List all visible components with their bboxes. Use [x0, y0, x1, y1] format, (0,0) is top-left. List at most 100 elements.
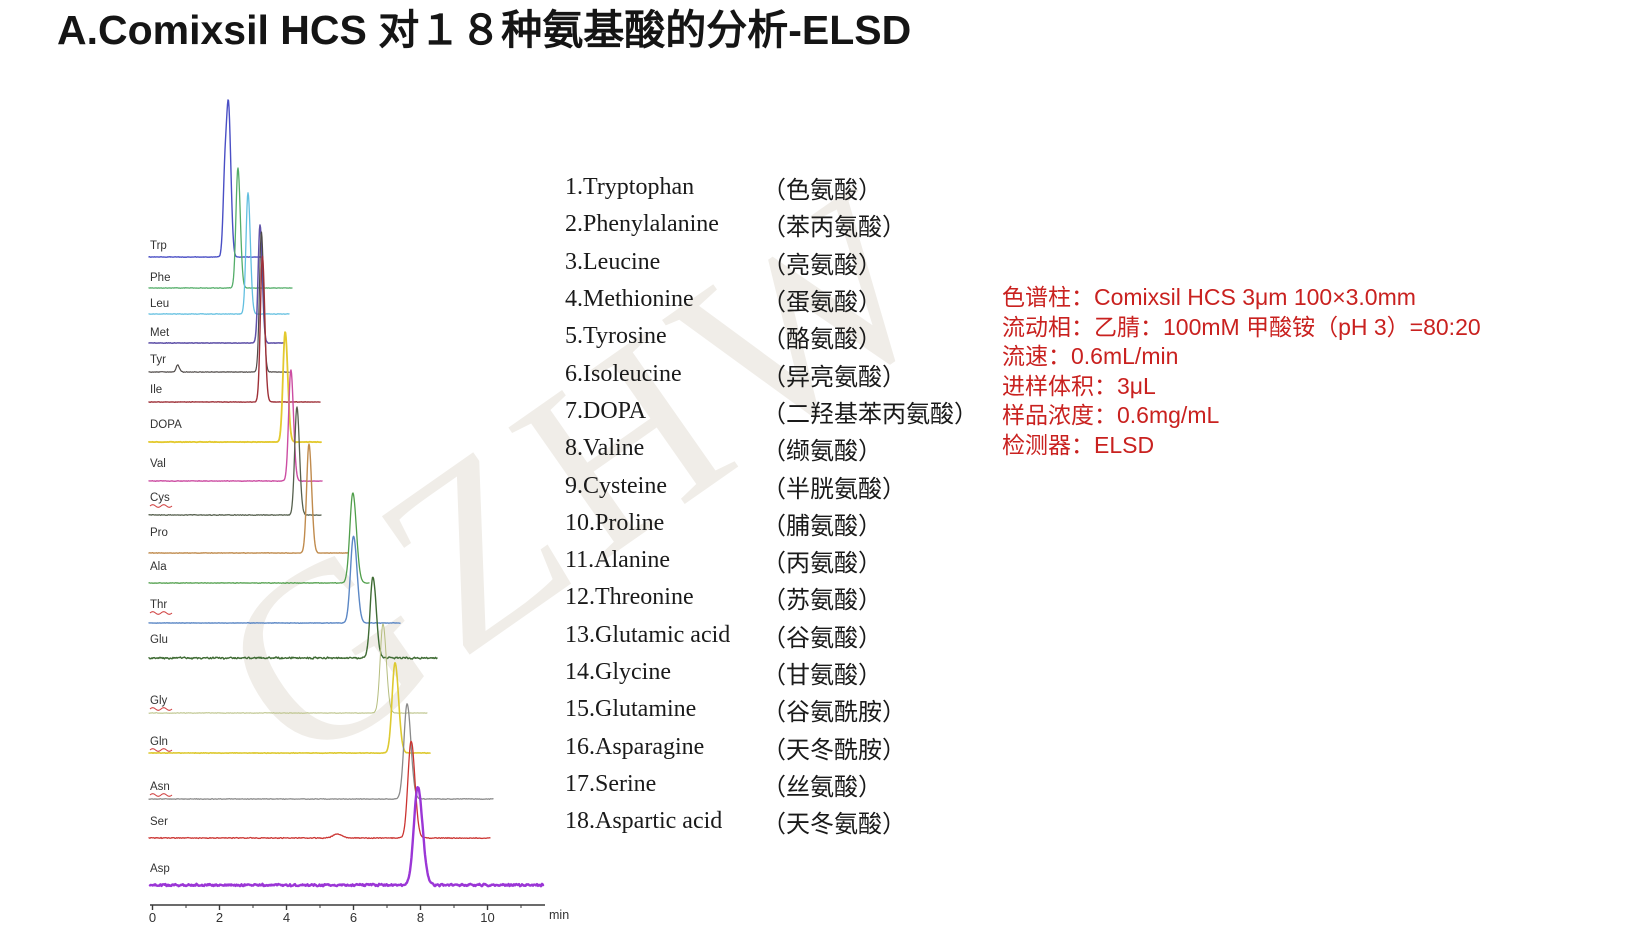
peak-name-chinese: （酪氨酸）: [762, 327, 882, 354]
trace-label-asp: Asp: [150, 863, 170, 875]
peak-list-item: 13.Glutamic acid （谷氨酸）: [565, 617, 978, 654]
peak-name-chinese: （天冬氨酸）: [762, 812, 906, 839]
peak-list-item: 11.Alanine （丙氨酸）: [565, 542, 978, 579]
peak-name-chinese: （丙氨酸）: [762, 551, 882, 578]
peak-list-item: 18.Aspartic acid （天冬氨酸）: [565, 803, 978, 840]
peak-name-chinese: （苯丙氨酸）: [762, 215, 906, 242]
x-axis-unit: min: [549, 908, 569, 922]
peak-list-item: 2.Phenylalanine （苯丙氨酸）: [565, 206, 978, 243]
peak-name: 9.Cysteine: [565, 472, 667, 499]
trace-asn: [148, 703, 494, 800]
peak-list-item: 6.Isoleucine （异亮氨酸）: [565, 355, 978, 392]
condition-line: 样品浓度：0.6mg/mL: [1002, 402, 1220, 428]
x-axis-tick-label: 8: [417, 910, 424, 925]
trace-label-thr: Thr: [150, 599, 167, 611]
peak-name: 15.Glutamine: [565, 696, 697, 723]
peak-name: 18.Aspartic acid: [565, 808, 723, 835]
peak-name-chinese: （亮氨酸）: [762, 252, 882, 279]
condition-line: 检测器：ELSD: [1002, 431, 1155, 458]
peak-name: 3.Leucine: [565, 248, 661, 275]
peak-name: 8.Valine: [565, 435, 645, 462]
trace-gln: [148, 662, 431, 755]
peak-name: 17.Serine: [565, 770, 657, 797]
trace-label-gln: Gln: [150, 736, 168, 748]
peak-name: 10.Proline: [565, 509, 665, 536]
trace-ala: [148, 492, 370, 584]
trace-label-glu: Glu: [150, 634, 168, 646]
trace-label-pro: Pro: [150, 527, 168, 539]
trace-label-ile: Ile: [150, 384, 162, 396]
peak-list-item: 5.Tyrosine （酪氨酸）: [565, 318, 978, 355]
trace-label-leu: Leu: [150, 298, 169, 310]
trace-label-gly: Gly: [150, 695, 168, 707]
condition-line: 流动相：乙腈：100mM 甲酸铵（pH 3）=80:20: [1002, 313, 1481, 340]
trace-label-met: Met: [150, 327, 170, 339]
page-title: A.Comixsil HCS 对１８种氨基酸的分析-ELSD: [57, 7, 912, 53]
trace-ser: [148, 740, 491, 840]
x-axis-tick-label: 2: [216, 910, 223, 925]
trace-asp: [148, 786, 545, 888]
peak-name: 6.Isoleucine: [565, 360, 682, 387]
x-axis-tick-label: 0: [149, 910, 156, 925]
peak-name: 11.Alanine: [565, 547, 671, 574]
peak-name-chinese: （二羟基苯丙氨酸）: [762, 401, 978, 428]
peak-name: 5.Tyrosine: [565, 323, 667, 350]
trace-leu: [148, 192, 290, 315]
trace-val: [148, 369, 323, 482]
peak-name-chinese: （谷氨酸）: [762, 625, 882, 652]
trace-ile: [148, 255, 321, 403]
peak-list-item: 3.Leucine （亮氨酸）: [565, 244, 978, 281]
peak-list-item: 14.Glycine （甘氨酸）: [565, 654, 978, 691]
peak-name-chinese: （色氨酸）: [762, 178, 882, 205]
peak-name: 12.Threonine: [565, 584, 694, 611]
peak-name-chinese: （异亮氨酸）: [762, 364, 906, 391]
spellcheck-squiggle: [149, 707, 173, 711]
peak-list-item: 7.DOPA （二羟基苯丙氨酸）: [565, 393, 978, 430]
spellcheck-squiggle: [149, 611, 173, 615]
trace-label-dopa: DOPA: [150, 419, 182, 431]
peak-list-item: 17.Serine （丝氨酸）: [565, 766, 978, 803]
trace-trp: [148, 99, 263, 258]
condition-line: 流速：0.6mL/min: [1002, 343, 1179, 369]
condition-line: 进样体积：3μL: [1002, 372, 1156, 399]
peak-name: 13.Glutamic acid: [565, 621, 731, 648]
trace-cys: [148, 406, 322, 517]
peak-name: 7.DOPA: [565, 397, 647, 424]
peak-name-chinese: （谷氨酰胺）: [762, 700, 906, 727]
condition-line: 色谱柱：Comixsil HCS 3μm 100×3.0mm: [1002, 284, 1416, 310]
peak-name: 16.Asparagine: [565, 733, 705, 760]
peak-list-item: 15.Glutamine （谷氨酰胺）: [565, 691, 978, 728]
peak-list-item: 8.Valine （缬氨酸）: [565, 430, 978, 467]
peak-list-item: 16.Asparagine （天冬酰胺）: [565, 728, 978, 765]
trace-pro: [148, 443, 349, 554]
peak-name: 1.Tryptophan: [565, 174, 695, 201]
peak-list-item: 10.Proline （脯氨酸）: [565, 505, 978, 542]
x-axis-tick-label: 4: [283, 910, 290, 925]
spellcheck-squiggle: [149, 504, 173, 508]
spellcheck-squiggle: [149, 748, 173, 752]
peak-name-chinese: （天冬酰胺）: [762, 737, 906, 764]
peak-list-item: 9.Cysteine （半胱氨酸）: [565, 467, 978, 504]
trace-label-ala: Ala: [150, 561, 167, 573]
trace-dopa: [148, 331, 322, 444]
peak-name-chinese: （甘氨酸）: [762, 663, 882, 689]
peak-name: 14.Glycine: [565, 659, 671, 685]
peak-list: 1.Tryptophan （色氨酸） 2.Phenylalanine （苯丙氨酸） 3.…: [565, 169, 978, 840]
trace-label-val: Val: [150, 458, 166, 470]
peak-name-chinese: （脯氨酸）: [762, 513, 882, 540]
peak-name-chinese: （苏氨酸）: [762, 588, 882, 615]
trace-met: [148, 224, 285, 345]
x-axis-tick-label: 6: [350, 910, 357, 925]
trace-thr: [148, 535, 401, 624]
trace-label-cys: Cys: [150, 492, 170, 504]
peak-name-chinese: （半胱氨酸）: [762, 476, 906, 503]
trace-label-ser: Ser: [150, 816, 168, 828]
peak-name-chinese: （缬氨酸）: [762, 439, 882, 466]
trace-label-phe: Phe: [150, 272, 170, 284]
peak-list-item: 4.Methionine （蛋氨酸）: [565, 281, 978, 318]
spellcheck-squiggle: [149, 793, 173, 797]
trace-label-tyr: Tyr: [150, 354, 166, 366]
trace-gly: [148, 623, 428, 714]
trace-glu: [148, 576, 438, 660]
